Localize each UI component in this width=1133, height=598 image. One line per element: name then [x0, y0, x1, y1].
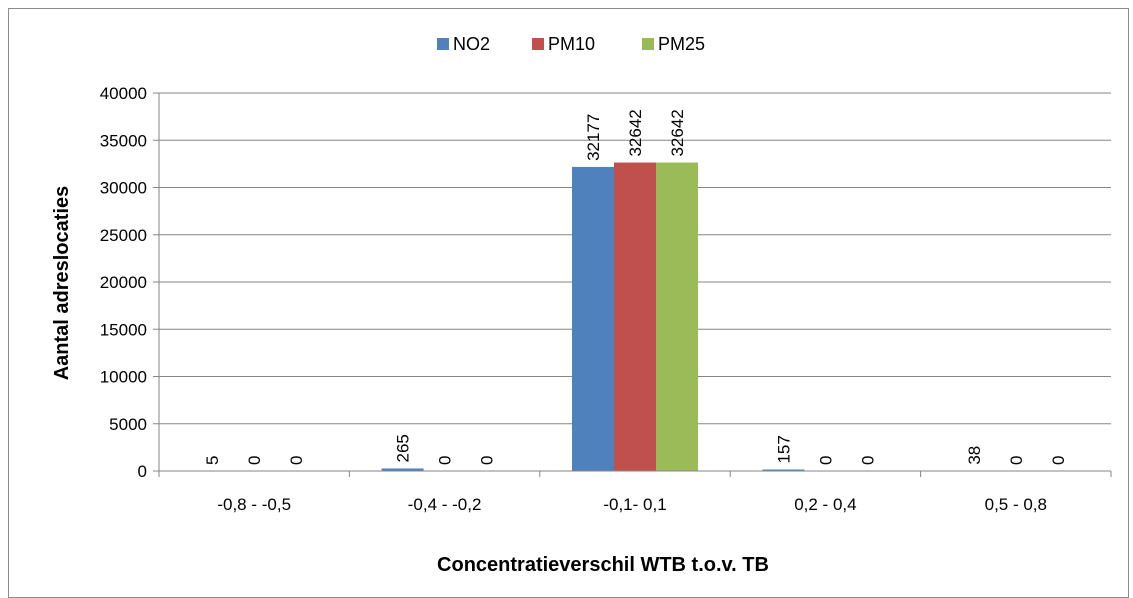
legend-swatch [532, 38, 544, 50]
data-label: 0 [1049, 456, 1068, 465]
data-label: 32177 [584, 114, 603, 161]
data-label: 0 [245, 456, 264, 465]
data-label: 0 [436, 456, 455, 465]
bars [191, 163, 995, 471]
data-label: 32642 [668, 109, 687, 156]
x-tick-label: 0,2 - 0,4 [794, 495, 856, 514]
x-axis-title: Concentratieverschil WTB t.o.v. TB [437, 554, 769, 576]
legend-label: PM25 [658, 34, 705, 54]
data-label: 265 [394, 434, 413, 462]
x-tick-label: -0,8 - -0,5 [217, 495, 291, 514]
y-tick-label: 40000 [100, 84, 147, 103]
legend-label: PM10 [548, 34, 595, 54]
y-tick-label: 30000 [100, 179, 147, 198]
legend: NO2 PM10 PM25 [437, 34, 705, 54]
bar-pm25-3 [656, 163, 698, 471]
bar-pm10-3 [614, 163, 656, 471]
y-tick-label: 20000 [100, 273, 147, 292]
legend-swatch [642, 38, 654, 50]
bar-no2-3 [572, 167, 614, 471]
data-label: 32642 [626, 109, 645, 156]
y-tick-label: 5000 [109, 415, 147, 434]
x-tick-labels: -0,8 - -0,5 -0,4 - -0,2 -0,1- 0,1 0,2 - 0,4… [217, 495, 1047, 514]
y-tick-label: 15000 [100, 320, 147, 339]
chart-canvas: 5 265 32177 157 38 0 0 32642 0 0 0 0 32642 0 0 0 5000 10… [0, 0, 1133, 585]
x-tick-label: -0,1- 0,1 [603, 495, 666, 514]
data-label: 0 [287, 456, 306, 465]
data-label: 0 [858, 456, 877, 465]
y-axis-title: Aantal adreslocaties [51, 186, 73, 381]
data-label: 5 [203, 455, 222, 464]
data-label: 38 [965, 446, 984, 465]
legend-swatch [437, 38, 449, 50]
y-tick-label: 35000 [100, 131, 147, 150]
y-tick-labels: 0 5000 10000 15000 20000 25000 30000 35000 40000 [100, 84, 147, 481]
legend-label: NO2 [453, 34, 490, 54]
data-label: 157 [774, 435, 793, 463]
x-tick-label: -0,4 - -0,2 [408, 495, 482, 514]
y-tick-label: 10000 [100, 368, 147, 387]
y-tick-label: 25000 [100, 226, 147, 245]
x-tick-label: 0,5 - 0,8 [985, 495, 1047, 514]
data-label: 0 [816, 456, 835, 465]
data-label: 0 [478, 456, 497, 465]
y-tick-label: 0 [138, 462, 147, 481]
data-label: 0 [1007, 456, 1026, 465]
